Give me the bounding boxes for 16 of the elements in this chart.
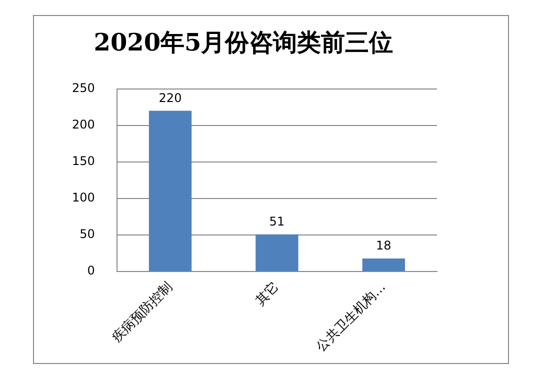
y-tick-label: 150 (72, 154, 95, 168)
data-label: 18 (376, 238, 392, 253)
y-tick-label: 200 (72, 117, 95, 132)
bar (256, 234, 298, 272)
x-tick-label: 公共卫生机构… (314, 280, 389, 355)
y-tick-label: 50 (80, 227, 95, 242)
data-label: 220 (158, 90, 182, 105)
y-tick-label: 250 (72, 80, 95, 95)
bar (362, 258, 405, 272)
x-tick-label: 其它 (252, 279, 282, 309)
y-tick-label: 100 (72, 190, 95, 205)
bar (148, 110, 192, 272)
data-label: 51 (269, 214, 285, 228)
chart-title: 2020年5月份咨询类前三位 (94, 28, 394, 57)
x-tick-label: 疾病预防控制 (110, 280, 176, 346)
y-tick-label: 0 (87, 264, 95, 278)
